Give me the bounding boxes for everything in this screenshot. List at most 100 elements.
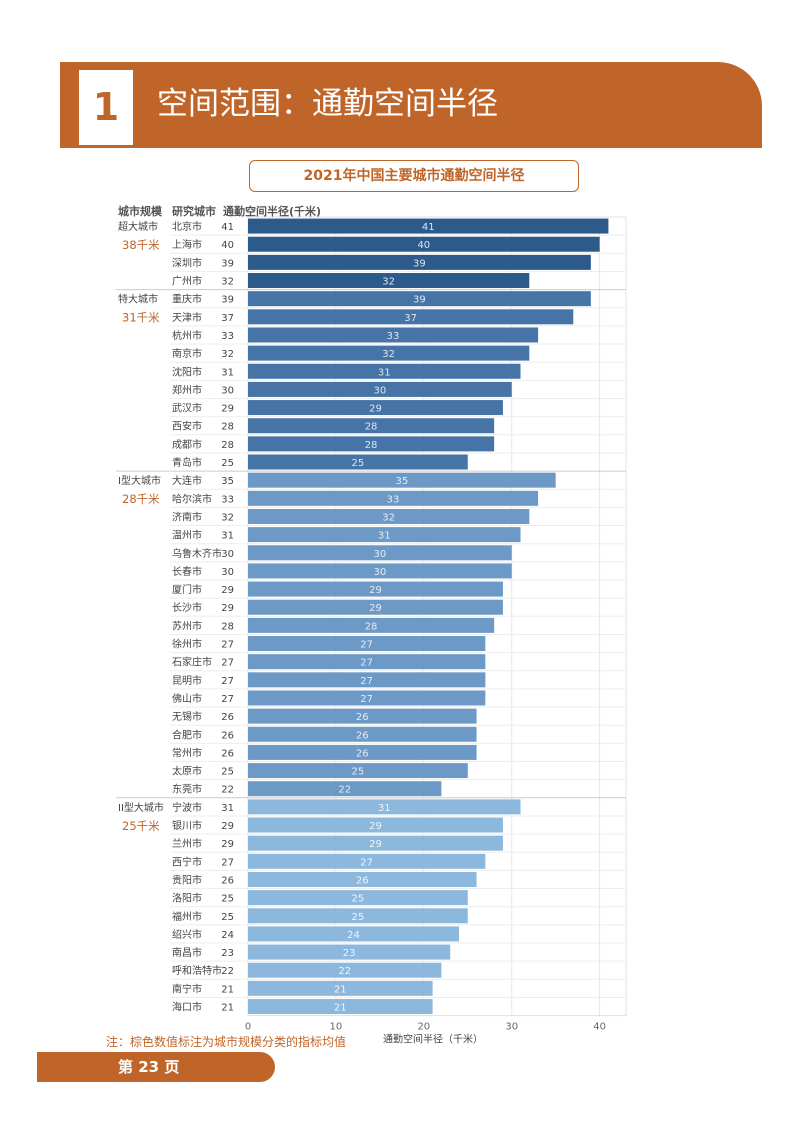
bar (248, 944, 451, 960)
bar-value-label: 25 (352, 894, 365, 905)
value-column-label: 32 (221, 512, 234, 523)
city-label: 海口市 (172, 1001, 202, 1014)
bar-value-label: 31 (378, 803, 391, 814)
bar (248, 327, 539, 343)
city-label: 乌鲁木齐市 (172, 547, 222, 560)
city-label: 长春市 (172, 565, 202, 578)
bar (248, 744, 477, 760)
footer-page-bar (37, 1052, 275, 1082)
city-label: 石家庄市 (172, 656, 212, 669)
value-column-label: 31 (221, 531, 234, 542)
bar-value-label: 27 (360, 640, 373, 651)
x-tick-label: 0 (245, 1022, 251, 1033)
bar-value-label: 29 (369, 603, 382, 614)
value-column-label: 40 (221, 240, 234, 251)
bar-value-label: 24 (347, 930, 360, 941)
city-label: 重庆市 (172, 293, 202, 306)
bar-value-label: 28 (365, 422, 378, 433)
city-label: 北京市 (172, 220, 202, 233)
bar (248, 218, 609, 234)
bar (248, 654, 486, 670)
bar (248, 490, 539, 506)
city-label: 西安市 (172, 420, 202, 433)
bar-value-label: 33 (387, 331, 400, 342)
bar-value-label: 25 (352, 458, 365, 469)
city-label: 太原市 (172, 765, 202, 778)
value-column-label: 30 (221, 567, 234, 578)
bar-value-label: 32 (382, 277, 395, 288)
bar-value-label: 26 (356, 875, 369, 886)
city-label: 南京市 (172, 347, 202, 360)
bar-value-label: 27 (360, 658, 373, 669)
value-column-label: 32 (221, 349, 234, 360)
bar-value-label: 26 (356, 712, 369, 723)
bar (248, 508, 530, 524)
value-column-label: 41 (221, 222, 234, 233)
city-label: 厦门市 (172, 583, 202, 596)
city-label: 南昌市 (172, 946, 202, 959)
value-column-label: 28 (221, 621, 234, 632)
bar (248, 926, 459, 942)
bar (248, 726, 477, 742)
city-label: 上海市 (172, 238, 202, 251)
group-name: I型大城市 (118, 474, 161, 487)
value-column-label: 23 (221, 948, 234, 959)
bar-value-label: 30 (373, 549, 386, 560)
value-column-label: 26 (221, 875, 234, 886)
bar (248, 273, 530, 289)
chart-title: 2021年中国主要城市通勤空间半径 (249, 160, 579, 192)
group-average-label: 38千米 (122, 238, 160, 252)
value-column-label: 26 (221, 748, 234, 759)
city-label: 无锡市 (172, 710, 202, 723)
bar-value-label: 27 (360, 857, 373, 868)
column-header: 研究城市 (172, 204, 216, 218)
city-label: 常州市 (172, 746, 202, 759)
city-label: 南宁市 (172, 982, 202, 995)
bar (248, 527, 521, 543)
column-header: 通勤空间半径(千米) (223, 204, 321, 218)
value-column-label: 27 (221, 676, 234, 687)
bar-value-label: 32 (382, 349, 395, 360)
value-column-label: 25 (221, 458, 234, 469)
bar (248, 617, 495, 633)
bar (248, 599, 503, 615)
bar (248, 291, 591, 307)
value-column-label: 32 (221, 277, 234, 288)
city-label: 深圳市 (172, 256, 202, 269)
bar-value-label: 40 (417, 240, 430, 251)
city-label: 洛阳市 (172, 892, 202, 905)
city-label: 温州市 (172, 529, 202, 542)
bar (248, 980, 433, 996)
city-label: 西宁市 (172, 855, 202, 868)
bar (248, 309, 574, 325)
city-label: 天津市 (172, 311, 202, 324)
bar-value-label: 39 (413, 258, 426, 269)
bar (248, 835, 503, 851)
value-column-label: 31 (221, 803, 234, 814)
bar-value-label: 28 (365, 440, 378, 451)
value-column-label: 26 (221, 730, 234, 741)
page-number: 第 23 页 (118, 1058, 180, 1076)
bar-value-label: 39 (413, 295, 426, 306)
bar-value-label: 21 (334, 984, 347, 995)
value-column-label: 27 (221, 857, 234, 868)
city-label: 哈尔滨市 (172, 492, 212, 505)
bar-value-label: 33 (387, 494, 400, 505)
city-label: 沈阳市 (172, 365, 202, 378)
bar (248, 690, 486, 706)
city-label: 杭州市 (172, 329, 202, 342)
value-column-label: 33 (221, 494, 234, 505)
bar (248, 817, 503, 833)
bar-value-label: 29 (369, 821, 382, 832)
city-label: 昆明市 (172, 674, 202, 687)
bar-value-label: 23 (343, 948, 356, 959)
value-column-label: 28 (221, 440, 234, 451)
city-label: 苏州市 (172, 619, 202, 632)
bar (248, 345, 530, 361)
bar-value-label: 21 (334, 1003, 347, 1014)
bar (248, 853, 486, 869)
bar-value-label: 37 (404, 313, 417, 324)
footnote: 注：棕色数值标注为城市规模分类的指标均值 (106, 1035, 347, 1049)
value-column-label: 25 (221, 767, 234, 778)
